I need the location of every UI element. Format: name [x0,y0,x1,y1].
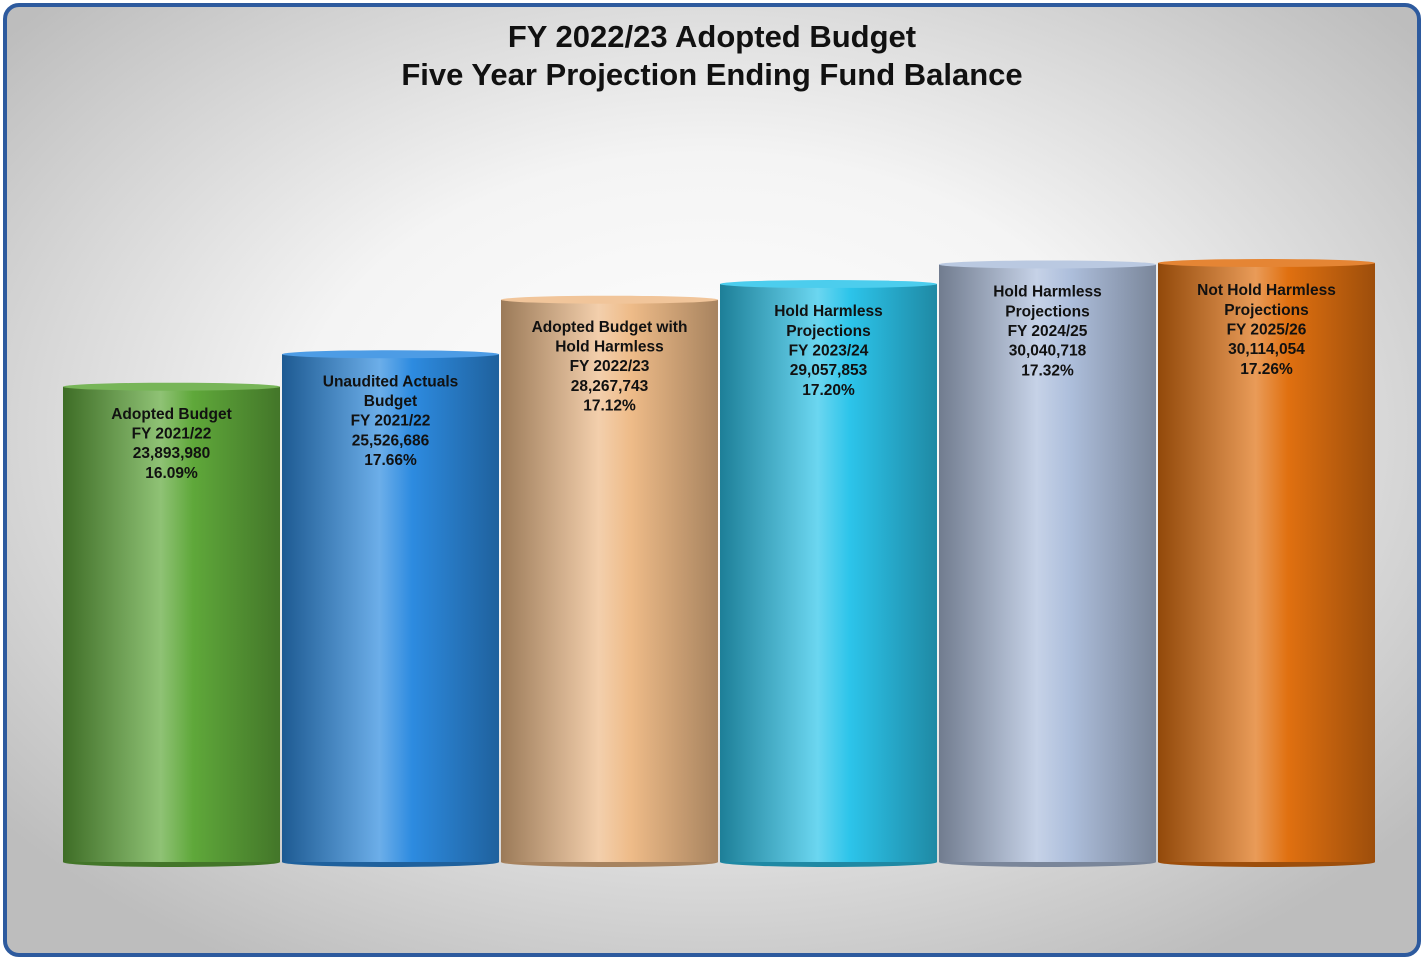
bar-label: 23,893,980 [133,445,211,462]
bar-label: Projections [1224,302,1308,319]
bar-label: Adopted Budget with [532,319,688,336]
bar-cap [720,280,937,289]
bar-label: 17.26% [1240,361,1293,378]
bar-label: FY 2022/23 [570,358,650,375]
bar-label: 17.32% [1021,362,1074,379]
bar-label: Unaudited Actuals [323,373,459,390]
bar-label: Not Hold Harmless [1197,282,1336,299]
chart-subtitle: Five Year Projection Ending Fund Balance [401,57,1022,92]
bar-label: 16.09% [145,465,198,482]
bar-label: 28,267,743 [571,378,649,395]
bar-label: FY 2023/24 [789,343,869,360]
bar-label: 29,057,853 [790,362,868,379]
bar-cap [282,350,499,359]
bar [720,284,937,863]
bar-label: 17.66% [364,452,417,469]
bar-label: FY 2021/22 [351,413,431,430]
bar-label: Adopted Budget [111,406,232,423]
bar-label: Budget [364,393,417,410]
bar-cap [939,260,1156,269]
bar-label: Projections [786,323,870,340]
bar [501,299,718,862]
bar-cap [63,382,280,391]
bar-cap [501,295,718,304]
bar-label: FY 2024/25 [1008,323,1088,340]
bar-label: 25,526,686 [352,432,430,449]
bar-label: 17.12% [583,398,636,415]
bar-label: Hold Harmless [555,339,664,356]
bar-label: Hold Harmless [993,284,1102,301]
bar-label: 30,114,054 [1228,341,1305,358]
bar [1158,263,1375,862]
bar-label: Hold Harmless [774,303,883,320]
bar-cap [1158,259,1375,267]
bar-label: FY 2021/22 [132,426,212,443]
bar [282,354,499,862]
bar [63,386,280,862]
bar-label: FY 2025/26 [1227,321,1307,338]
chart-title: FY 2022/23 Adopted Budget [508,19,916,54]
bar-label: Projections [1005,303,1089,320]
bar-label: 17.20% [802,382,855,399]
bar [939,264,1156,862]
bar-label: 30,040,718 [1009,343,1087,360]
